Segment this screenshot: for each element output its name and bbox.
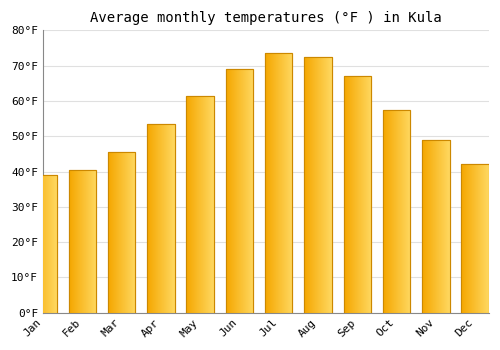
Bar <box>186 96 214 313</box>
Bar <box>226 69 253 313</box>
Bar <box>462 164 489 313</box>
Bar <box>304 57 332 313</box>
Bar <box>29 175 56 313</box>
Bar <box>68 170 96 313</box>
Bar <box>383 110 410 313</box>
Bar <box>422 140 450 313</box>
Bar <box>304 57 332 313</box>
Bar <box>186 96 214 313</box>
Bar <box>462 164 489 313</box>
Bar <box>68 170 96 313</box>
Bar <box>265 53 292 313</box>
Bar <box>383 110 410 313</box>
Bar <box>108 152 136 313</box>
Bar <box>226 69 253 313</box>
Bar <box>29 175 56 313</box>
Bar <box>344 76 371 313</box>
Bar <box>108 152 136 313</box>
Bar <box>422 140 450 313</box>
Bar <box>147 124 174 313</box>
Title: Average monthly temperatures (°F ) in Kula: Average monthly temperatures (°F ) in Ku… <box>90 11 442 25</box>
Bar <box>344 76 371 313</box>
Bar <box>147 124 174 313</box>
Bar <box>265 53 292 313</box>
